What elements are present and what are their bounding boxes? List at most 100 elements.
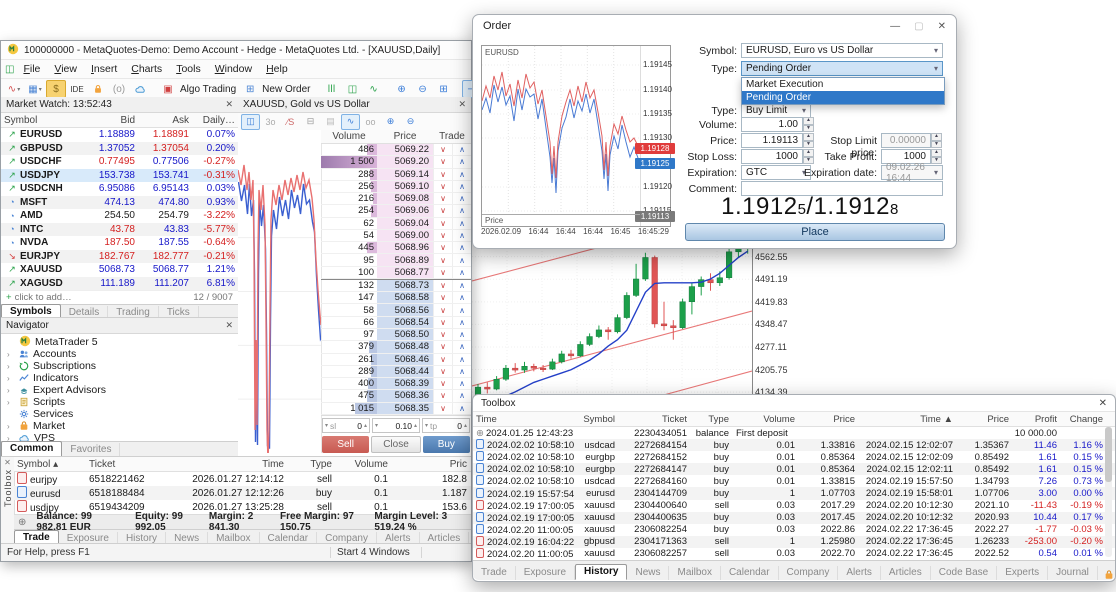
down-icon[interactable]: ▼ (931, 141, 942, 149)
market-watch-row[interactable]: ◔NVDA187.50187.55-0.64% (1, 236, 238, 250)
sell-chevron-icon[interactable]: ∨ (433, 205, 452, 216)
sell-chevron-icon[interactable]: ∨ (433, 280, 452, 291)
market-watch-row[interactable]: ↗USDCHF0.774950.77506-0.27% (1, 155, 238, 169)
close-icon[interactable]: ✕ (225, 99, 233, 110)
tab-journal[interactable]: Journal (1048, 566, 1098, 580)
volume-field[interactable]: 1.00 (741, 117, 803, 132)
market-watch-row[interactable]: ↗EURUSD1.188891.188910.07% (1, 128, 238, 142)
navigator-item-services[interactable]: Services (1, 408, 238, 420)
symbol-select[interactable]: EURUSD, Euro vs US Dollar▾ (741, 43, 943, 58)
sl-stepper[interactable]: ▾sl0▴ (322, 418, 370, 433)
history-row[interactable]: 2024.02.02 10:58:10usdcad2272684160buy0.… (473, 475, 1115, 487)
expand-icon[interactable]: › (7, 422, 15, 431)
tab-code-base[interactable]: Code Base (931, 566, 997, 580)
sell-chevron-icon[interactable]: ∨ (433, 181, 452, 192)
market-watch-row[interactable]: ↗XAUUSD5068.735068.771.21% (1, 263, 238, 277)
market-watch-row[interactable]: ◔AMD254.50254.79-3.22% (1, 209, 238, 223)
market-watch-row[interactable]: ↗XAGUSD111.189111.2076.81% (1, 277, 238, 291)
sell-chevron-icon[interactable]: ∨ (433, 267, 452, 278)
expand-icon[interactable]: › (7, 386, 15, 395)
buy-chevron-icon[interactable]: ∧ (452, 169, 471, 180)
buy-chevron-icon[interactable]: ∧ (452, 205, 471, 216)
col-symbol[interactable]: Symbol (4, 115, 80, 126)
history-row[interactable]: 2024.02.19 16:04:22gbpusd2304171363sell1… (473, 536, 1115, 548)
sell-chevron-icon[interactable]: ∨ (433, 292, 452, 303)
dom-row[interactable]: 2545069.06∨∧ (321, 205, 471, 217)
col-trade[interactable]: Trade (433, 131, 471, 142)
sell-chevron-icon[interactable]: ∨ (433, 354, 452, 365)
place-button[interactable]: Place (685, 223, 945, 241)
dom-row[interactable]: 4455068.96∨∧ (321, 242, 471, 254)
history-row[interactable]: ⊕2024.01.25 12:43:232230434051balanceFir… (473, 427, 1115, 439)
col-ticket[interactable]: Ticket (619, 414, 691, 425)
col-type[interactable]: Type (691, 414, 733, 425)
tab-experts[interactable]: Experts (997, 566, 1048, 580)
dom-row[interactable]: 975068.50∨∧ (321, 329, 471, 341)
col-ask[interactable]: Ask (135, 115, 189, 126)
history-row[interactable]: 2024.02.02 10:58:10eurgbp2272684147buy0.… (473, 463, 1115, 475)
ide-button[interactable]: IDE (67, 80, 87, 98)
plus-icon[interactable]: ▴ (364, 422, 367, 429)
col-volume[interactable]: Volume (321, 131, 377, 142)
lock-button[interactable] (88, 80, 108, 98)
zoom-out-button[interactable]: ⊖ (413, 80, 433, 98)
dom-row[interactable]: 955068.89∨∧ (321, 254, 471, 266)
expand-icon[interactable]: › (7, 362, 15, 371)
menu-insert[interactable]: Insert (84, 62, 124, 76)
main-titlebar[interactable]: 100000000 - MetaQuotes-Demo: Demo Accoun… (1, 41, 471, 60)
close-icon[interactable]: ✕ (225, 320, 233, 331)
volume-field-spinner[interactable]: ▲▼ (803, 117, 814, 132)
buy-chevron-icon[interactable]: ∧ (452, 304, 471, 315)
sell-chevron-icon[interactable]: ∨ (433, 242, 452, 253)
navigator-root[interactable]: MetaTrader 5 (1, 336, 238, 348)
history-row[interactable]: 2024.02.19 15:57:54eurusd2304144709buy11… (473, 487, 1115, 499)
price-field[interactable]: 1.19113 (741, 133, 803, 148)
chart-tool-button[interactable]: ⁄S (281, 114, 300, 130)
up-icon[interactable]: ▲ (803, 117, 814, 125)
buy-chevron-icon[interactable]: ∧ (452, 329, 471, 340)
dom-row[interactable]: 1 5005069.20∨∧ (321, 156, 471, 168)
buy-chevron-icon[interactable]: ∧ (452, 267, 471, 278)
dom-row[interactable]: 665068.54∨∧ (321, 317, 471, 329)
buy-chevron-icon[interactable]: ∧ (452, 390, 471, 401)
col-time[interactable]: Time (473, 414, 569, 425)
sell-chevron-icon[interactable]: ∨ (433, 156, 452, 167)
dom-row[interactable]: 585068.56∨∧ (321, 304, 471, 316)
tab-alerts[interactable]: Alerts (838, 566, 881, 580)
dropdown-option-market-execution[interactable]: Market Execution (742, 78, 944, 91)
expand-icon[interactable]: › (7, 350, 15, 359)
up-icon[interactable]: ▲ (931, 133, 942, 141)
down-icon[interactable]: ▼ (803, 125, 814, 133)
col-bid[interactable]: Bid (80, 115, 135, 126)
menu-charts[interactable]: Charts (124, 62, 169, 76)
chart-tool-button[interactable]: ◫ (241, 114, 260, 130)
cloud-button[interactable] (130, 80, 150, 98)
neworder-button[interactable]: ⊞ (240, 80, 260, 98)
expiration-select[interactable]: GTC▾ (741, 165, 811, 180)
chart-tool-button[interactable]: ⊕ (381, 114, 400, 130)
dom-row[interactable]: 2615068.46∨∧ (321, 354, 471, 366)
navigator-item-market[interactable]: ›Market (1, 420, 238, 432)
navigator-item-accounts[interactable]: ›Accounts (1, 348, 238, 360)
menu-view[interactable]: View (47, 62, 84, 76)
sell-chevron-icon[interactable]: ∨ (433, 218, 452, 229)
buy-chevron-icon[interactable]: ∧ (452, 254, 471, 265)
buy-button[interactable]: Buy (423, 436, 470, 453)
sell-chevron-icon[interactable]: ∨ (433, 366, 452, 377)
chart-window-header[interactable]: XAUUSD, Gold vs US Dollar ✕ (238, 97, 471, 113)
close-icon[interactable]: ✕ (458, 99, 466, 110)
dollar-button[interactable]: $ (46, 80, 66, 98)
trade-row[interactable]: eurusd65181884842026.01.27 12:12:26buy0.… (14, 486, 471, 500)
tab-articles[interactable]: Articles (881, 566, 931, 580)
dom-row[interactable]: 625069.04∨∧ (321, 218, 471, 230)
buy-chevron-icon[interactable]: ∧ (452, 378, 471, 389)
buy-chevron-icon[interactable]: ∧ (452, 156, 471, 167)
dom-row[interactable]: 2895068.44∨∧ (321, 366, 471, 378)
market-watch-row[interactable]: ↗USDJPY153.738153.741-0.31% (1, 169, 238, 183)
algo-button[interactable]: ▣ (158, 80, 178, 98)
order-type-select[interactable]: Buy Limit▾ (741, 103, 811, 118)
col-profit[interactable]: Profit (1013, 414, 1061, 425)
buy-chevron-icon[interactable]: ∧ (452, 242, 471, 253)
sell-chevron-icon[interactable]: ∨ (433, 230, 452, 241)
sell-chevron-icon[interactable]: ∨ (433, 378, 452, 389)
